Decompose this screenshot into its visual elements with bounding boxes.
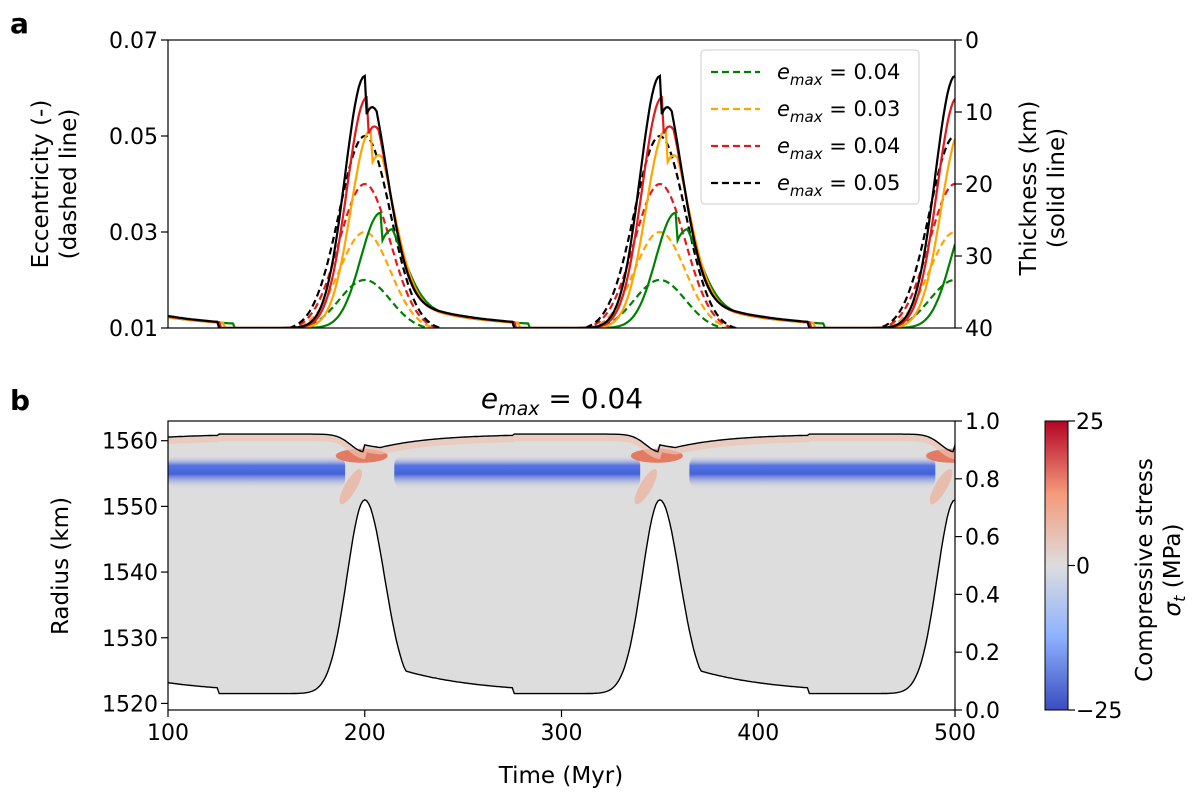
stress-band-negative xyxy=(689,455,936,490)
series-eccentricity-3 xyxy=(283,134,955,328)
a-left-tick-label: 0.05 xyxy=(109,125,158,150)
x-tick-label: 400 xyxy=(737,721,779,746)
panel-a-right-ylabel-line2: (solid line) xyxy=(1044,128,1070,248)
a-left-tick-label: 0.07 xyxy=(109,29,158,54)
legend-box xyxy=(700,49,920,205)
b-left-tick-label: 1520 xyxy=(102,692,158,717)
panel-label-b: b xyxy=(10,384,30,417)
panel-a-right-ylabel-line1: Thickness (km) xyxy=(1016,101,1042,277)
a-right-tick-label: 0 xyxy=(965,29,979,54)
a-left-tick-label: 0.03 xyxy=(109,221,158,246)
inner-boundary-line xyxy=(168,498,955,695)
b-right-tick-label: 0.8 xyxy=(965,468,1000,493)
stress-band-negative xyxy=(168,455,346,490)
series-thickness-4 xyxy=(168,211,955,328)
b-right-tick-label: 0.4 xyxy=(965,583,1000,608)
panel-a: 0.01 0.03 0.05 0.07 0 10 20 30 40 Eccentricity … xyxy=(28,29,1070,342)
colorbar-tick-label: 0 xyxy=(1076,555,1090,580)
b-right-tick-label: 0.2 xyxy=(965,641,1000,666)
colorbar-label-line1: Compressive stress xyxy=(1132,458,1158,682)
a-right-tick-label: 10 xyxy=(965,101,993,126)
stress-streak xyxy=(634,469,658,505)
legend: emax = 0.04 emax = 0.03 emax = 0.04 emax = … xyxy=(700,49,920,205)
stress-streak xyxy=(929,469,953,505)
b-right-tick-label: 0.0 xyxy=(965,699,1000,724)
legend-label: emax = 0.04 xyxy=(777,134,900,163)
a-right-tick-label: 20 xyxy=(965,173,993,198)
stress-band-negative xyxy=(394,455,641,490)
x-tick-label: 100 xyxy=(147,721,189,746)
b-left-tick-label: 1540 xyxy=(102,561,158,586)
colorbar-tick-label: 25 xyxy=(1076,410,1104,435)
legend-label: emax = 0.04 xyxy=(777,60,900,89)
legend-label: emax = 0.03 xyxy=(777,97,900,126)
panel-b-title: emax = 0.04 xyxy=(481,382,643,420)
b-left-tick-label: 1550 xyxy=(102,495,158,520)
colorbar-label-line2: σt (MPa) xyxy=(1160,524,1189,617)
panel-b-ylabel: Radius (km) xyxy=(48,497,74,635)
legend-label: emax = 0.05 xyxy=(777,171,900,200)
ice-shell-region xyxy=(168,434,955,694)
b-right-tick-label: 0.6 xyxy=(965,526,1000,551)
stress-streak xyxy=(339,469,363,505)
colorbar-tick-label: −25 xyxy=(1076,699,1122,724)
a-left-tick-label: 0.01 xyxy=(109,317,158,342)
x-tick-label: 500 xyxy=(934,721,976,746)
a-right-tick-label: 30 xyxy=(965,245,993,270)
outer-boundary-line xyxy=(168,433,955,453)
surface-stress-layer xyxy=(168,435,955,460)
b-left-tick-label: 1530 xyxy=(102,627,158,652)
panel-a-left-ylabel-line1: Eccentricity (-) xyxy=(28,100,54,269)
b-right-tick-label: 1.0 xyxy=(965,410,1000,435)
panel-b-xlabel: Time (Myr) xyxy=(498,763,623,789)
a-right-tick-label: 40 xyxy=(965,317,993,342)
colorbar: 25 0 −25 Compressive stress σt (MPa) xyxy=(1044,410,1189,724)
panel-label-a: a xyxy=(10,7,29,40)
x-tick-label: 200 xyxy=(344,721,386,746)
x-tick-label: 300 xyxy=(541,721,583,746)
series-thickness-7 xyxy=(168,74,955,328)
panel-b: emax = 0.04 1520 1530 1540 1550 1560 0.0 0.2 0… xyxy=(48,382,1189,789)
colorbar-gradient xyxy=(1044,420,1069,711)
b-left-tick-label: 1560 xyxy=(102,430,158,455)
panel-a-left-ylabel-line2: (dashed line) xyxy=(56,109,82,260)
